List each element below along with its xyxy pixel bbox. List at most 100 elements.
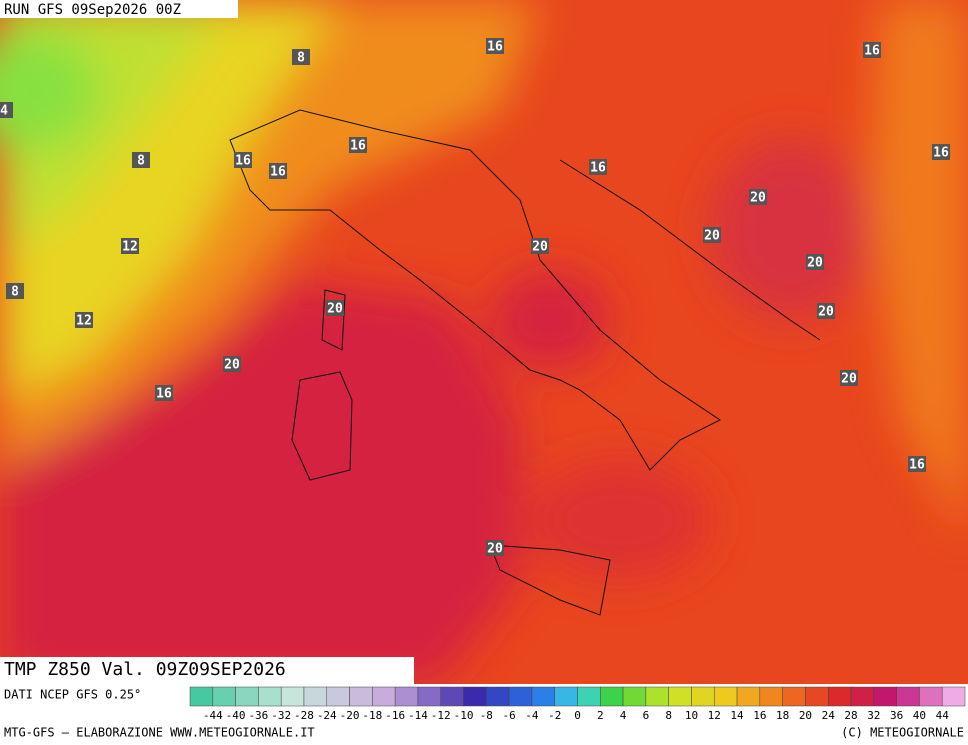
- contour-label-box: [840, 370, 858, 386]
- contour-label-box: [132, 152, 150, 168]
- colorbar-swatch: [508, 686, 533, 707]
- contour-label: 16: [909, 458, 925, 473]
- contour-label-box: [234, 152, 252, 168]
- contour-label: 16: [270, 165, 286, 180]
- colorbar-swatch: [189, 686, 214, 707]
- coastline: [489, 544, 611, 616]
- colorbar-swatch: [440, 686, 464, 707]
- colorbar-label: 36: [890, 709, 903, 722]
- colorbar-label: -28: [294, 709, 314, 722]
- colorbar-swatch: [372, 686, 396, 707]
- colorbar-swatch: [280, 686, 305, 707]
- contour-label: 16: [590, 161, 606, 176]
- credit-left: MTG-GFS — ELABORAZIONE WWW.METEOGIORNALE…: [4, 726, 315, 740]
- contour-label-box: [75, 312, 93, 328]
- colorbar-label: -18: [362, 709, 382, 722]
- colorbar-label: -32: [271, 709, 291, 722]
- field-box: [0, 657, 414, 684]
- colorbar-label: 6: [643, 709, 650, 722]
- colorbar-swatch: [919, 686, 943, 707]
- colorbar-label: 16: [753, 709, 766, 722]
- contour-labels: 16 16 8 4 16 16 16 16 16 8 20 20 20 12 20 8 20 20 12 20 20 16…: [0, 38, 950, 557]
- coastline: [321, 289, 346, 351]
- contour-label: 4: [0, 104, 8, 119]
- colorbar-label: -2: [548, 709, 561, 722]
- colorbar-swatch: [896, 686, 920, 707]
- contour-label: 16: [864, 44, 880, 59]
- colorbar-swatch: [691, 686, 715, 707]
- colorbar-swatch: [417, 686, 441, 707]
- contour-label-box: [326, 300, 344, 316]
- colorbar-label: -44: [203, 709, 223, 722]
- contour-label-box: [6, 283, 24, 299]
- contour-label-box: [806, 254, 824, 270]
- colorbar-swatch: [873, 686, 897, 707]
- colorbar-label: 20: [799, 709, 812, 722]
- colorbar-label: 44: [936, 709, 950, 722]
- contour-label: 12: [122, 240, 138, 255]
- colorbar-swatch: [782, 686, 806, 707]
- colorbar-label: -40: [226, 709, 246, 722]
- contour-label-box: [749, 189, 767, 205]
- colorbar-label: 2: [597, 709, 604, 722]
- colorbar-swatch: [941, 686, 966, 707]
- contour-label-box: [486, 540, 504, 556]
- colorbar-label: -16: [385, 709, 405, 722]
- colorbar-swatch: [645, 686, 669, 707]
- colorbar-label: -14: [408, 709, 428, 722]
- colorbar-label: 4: [620, 709, 627, 722]
- contour-label: 8: [137, 154, 145, 169]
- colorbar-swatch: [622, 686, 647, 707]
- contour-label: 8: [11, 285, 19, 300]
- colorbar-swatch: [759, 686, 783, 707]
- contour-label-box: [703, 227, 721, 243]
- colorbar-swatch: [463, 686, 487, 707]
- colorbar-swatch: [736, 686, 761, 707]
- credit-right: (C) METEOGIORNALE: [841, 726, 964, 740]
- field-label: TMP Z850 Val. 09Z09SEP2026: [4, 659, 286, 680]
- contour-label-box: [817, 303, 835, 319]
- contour-label: 16: [235, 154, 251, 169]
- temperature-field: [0, 0, 968, 684]
- colorbar-swatch: [212, 686, 236, 707]
- header-box: [0, 0, 238, 18]
- contour-label-box: [589, 159, 607, 175]
- contour-label-box: [531, 238, 549, 254]
- colorbar-swatch: [394, 686, 419, 707]
- colorbar-label: 32: [867, 709, 880, 722]
- colorbar-swatch: [349, 686, 373, 707]
- colorbar-label: -6: [502, 709, 515, 722]
- contour-label: 16: [350, 139, 366, 154]
- colorbar-label: 40: [913, 709, 926, 722]
- contour-label-box: [349, 137, 367, 153]
- contour-label: 12: [76, 314, 92, 329]
- coastline: [291, 371, 353, 481]
- colorbar-label: 8: [665, 709, 672, 722]
- source-label: DATI NCEP GFS 0.25°: [4, 688, 141, 702]
- contour-label: 20: [807, 256, 823, 271]
- contour-label-box: [0, 102, 13, 118]
- colorbar-swatch: [668, 686, 692, 707]
- colorbar-label: 12: [708, 709, 721, 722]
- colorbar-label: -24: [317, 709, 337, 722]
- colorbar-label: -20: [340, 709, 360, 722]
- contour-label: 20: [704, 229, 720, 244]
- colorbar-label: -36: [248, 709, 268, 722]
- colorbar-swatch: [600, 686, 624, 707]
- colorbar-label: -10: [454, 709, 474, 722]
- contour-label: 20: [750, 191, 766, 206]
- contour-label-box: [486, 38, 504, 54]
- contour-label: 8: [297, 51, 305, 66]
- contour-label-box: [908, 456, 926, 472]
- colorbar-label: 10: [685, 709, 698, 722]
- contour-label-box: [292, 49, 310, 65]
- contour-label-box: [932, 144, 950, 160]
- colorbar-swatch: [486, 686, 510, 707]
- colorbar-swatch: [805, 686, 829, 707]
- colorbar-swatch: [531, 686, 555, 707]
- contour-label-box: [121, 238, 139, 254]
- contour-label: 20: [818, 305, 834, 320]
- contour-label-box: [155, 385, 173, 401]
